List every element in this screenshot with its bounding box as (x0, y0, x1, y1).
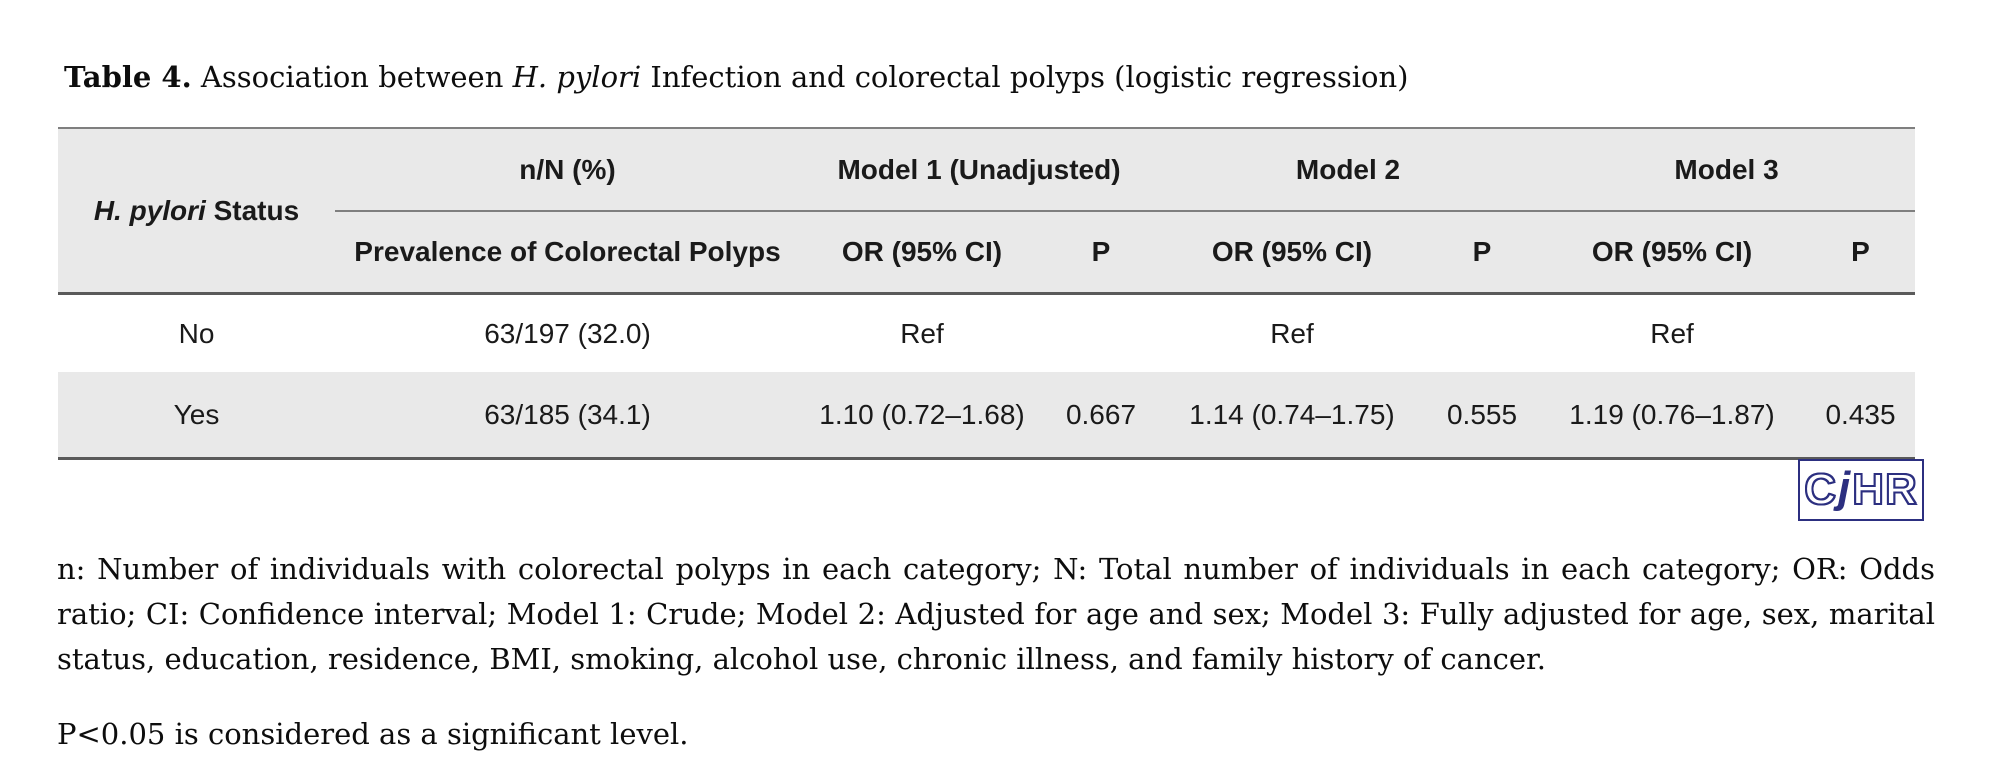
cell-no-m3-p (1806, 293, 1916, 372)
cell-no-status: No (58, 293, 335, 372)
header-prevalence: Prevalence of Colorectal Polyps (335, 211, 800, 295)
cell-yes-m2-or: 1.14 (0.74–1.75) (1158, 372, 1426, 460)
table-row-yes: Yes 63/185 (34.1) 1.10 (0.72–1.68) 0.667… (58, 372, 1916, 460)
footnote-abbreviations: n: Number of individuals with colorectal… (57, 552, 1935, 676)
cell-no-m1-p (1044, 293, 1158, 372)
header-model1: Model 1 (Unadjusted) (800, 127, 1158, 212)
header-status-species: H. pylori (93, 194, 206, 226)
logo-letter-h: H (1851, 465, 1885, 514)
header-status: H. pylori Status (58, 127, 335, 295)
header-model2: Model 2 (1158, 127, 1539, 212)
table-caption-text-1: Association between (191, 60, 513, 94)
header-model1-p: P (1044, 211, 1158, 295)
logo-letter-r: R (1884, 465, 1918, 514)
cell-yes-m1-p: 0.667 (1044, 372, 1158, 460)
cell-yes-status: Yes (58, 372, 335, 460)
association-table: H. pylori Status n/N (%) Model 1 (Unadju… (58, 127, 1916, 460)
cell-yes-m1-or: 1.10 (0.72–1.68) (800, 372, 1044, 460)
header-model3-or: OR (95% CI) (1538, 211, 1807, 295)
cell-yes-prevalence: 63/185 (34.1) (335, 372, 800, 460)
table-caption-species: H. pylori (512, 60, 642, 94)
header-status-label: Status (205, 194, 300, 226)
cell-no-m2-p (1426, 293, 1539, 372)
table-row-no: No 63/197 (32.0) Ref Ref Ref (58, 293, 1916, 372)
table-caption-text-2: Infection and colorectal polyps (logisti… (641, 60, 1409, 94)
table-caption: Table 4. Association between H. pylori I… (64, 60, 1408, 94)
footnote-significance: P<0.05 is considered as a significant le… (57, 717, 689, 751)
header-model2-or: OR (95% CI) (1158, 211, 1426, 295)
cell-yes-m3-or: 1.19 (0.76–1.87) (1538, 372, 1807, 460)
logo-letter-j: j (1837, 463, 1852, 512)
cell-no-prevalence: 63/197 (32.0) (335, 293, 800, 372)
cell-no-m2-or: Ref (1158, 293, 1426, 372)
header-model1-or: OR (95% CI) (800, 211, 1044, 295)
header-model3: Model 3 (1538, 127, 1916, 212)
header-model3-p: P (1806, 211, 1916, 295)
cell-yes-m2-p: 0.555 (1426, 372, 1539, 460)
cell-no-m1-or: Ref (800, 293, 1044, 372)
table-caption-number: Table 4. (64, 60, 192, 94)
cell-no-m3-or: Ref (1538, 293, 1807, 372)
logo-letter-c: C (1803, 465, 1837, 514)
cell-yes-m3-p: 0.435 (1806, 372, 1916, 460)
header-n-pct: n/N (%) (335, 127, 800, 212)
header-model2-p: P (1426, 211, 1539, 295)
